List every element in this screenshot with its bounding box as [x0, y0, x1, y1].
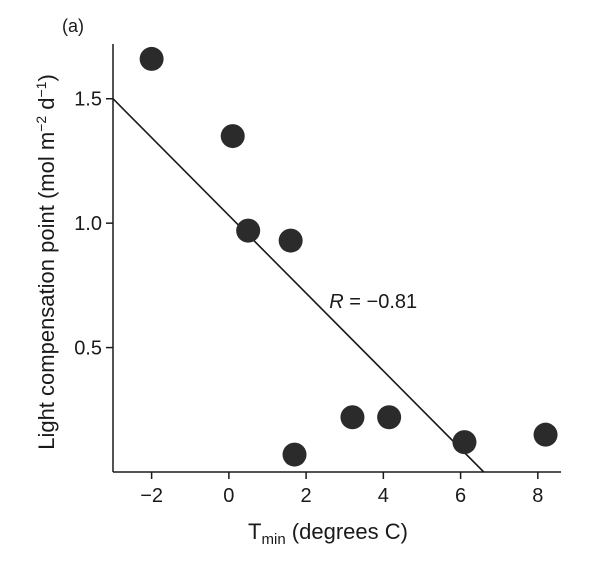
data-point [282, 442, 307, 467]
x-tick-label: 0 [223, 485, 234, 507]
y-axis-title-end: ) [34, 74, 59, 81]
data-points [139, 46, 558, 467]
x-axis-title-rest: (degrees C) [286, 519, 408, 544]
data-point [533, 422, 558, 447]
y-ticks: 0.5 1.0 1.5 [74, 89, 113, 360]
data-point [220, 124, 245, 149]
data-point [340, 405, 365, 430]
y-axis-title-mid: d [34, 98, 59, 116]
data-point [278, 228, 303, 253]
y-axis-title-sup2: −1 [33, 81, 49, 97]
annotation-r-symbol: R [329, 291, 343, 313]
data-point [139, 46, 164, 71]
x-axis-title-subscript: min [262, 531, 286, 548]
correlation-annotation: R = −0.81 [329, 291, 417, 313]
regression-line [112, 98, 485, 473]
y-tick-label: 0.5 [74, 338, 102, 360]
plot-area: 0.5 1.0 1.5 −2 0 2 4 6 8 [74, 44, 561, 507]
x-tick-label: 6 [455, 485, 466, 507]
x-tick-label: 2 [301, 485, 312, 507]
x-tick-label: −2 [140, 485, 163, 507]
y-axis-title-sup1: −2 [33, 116, 49, 132]
y-tick-label: 1.5 [74, 89, 102, 111]
x-ticks: −2 0 2 4 6 8 [140, 472, 543, 507]
x-tick-label: 8 [532, 485, 543, 507]
y-tick-label: 1.0 [74, 213, 102, 235]
data-point [236, 218, 261, 243]
y-axis-title: Light compensation point (mol m−2 d−1) [33, 74, 59, 450]
x-tick-label: 4 [378, 485, 389, 507]
x-axis-title-main: T [248, 519, 261, 544]
panel-label: (a) [62, 16, 84, 36]
data-point [377, 405, 402, 430]
y-axis-title-main: Light compensation point (mol m [34, 132, 59, 450]
annotation-r-value: = −0.81 [344, 291, 417, 313]
data-point [452, 430, 477, 455]
x-axis-title: Tmin (degrees C) [248, 519, 408, 548]
